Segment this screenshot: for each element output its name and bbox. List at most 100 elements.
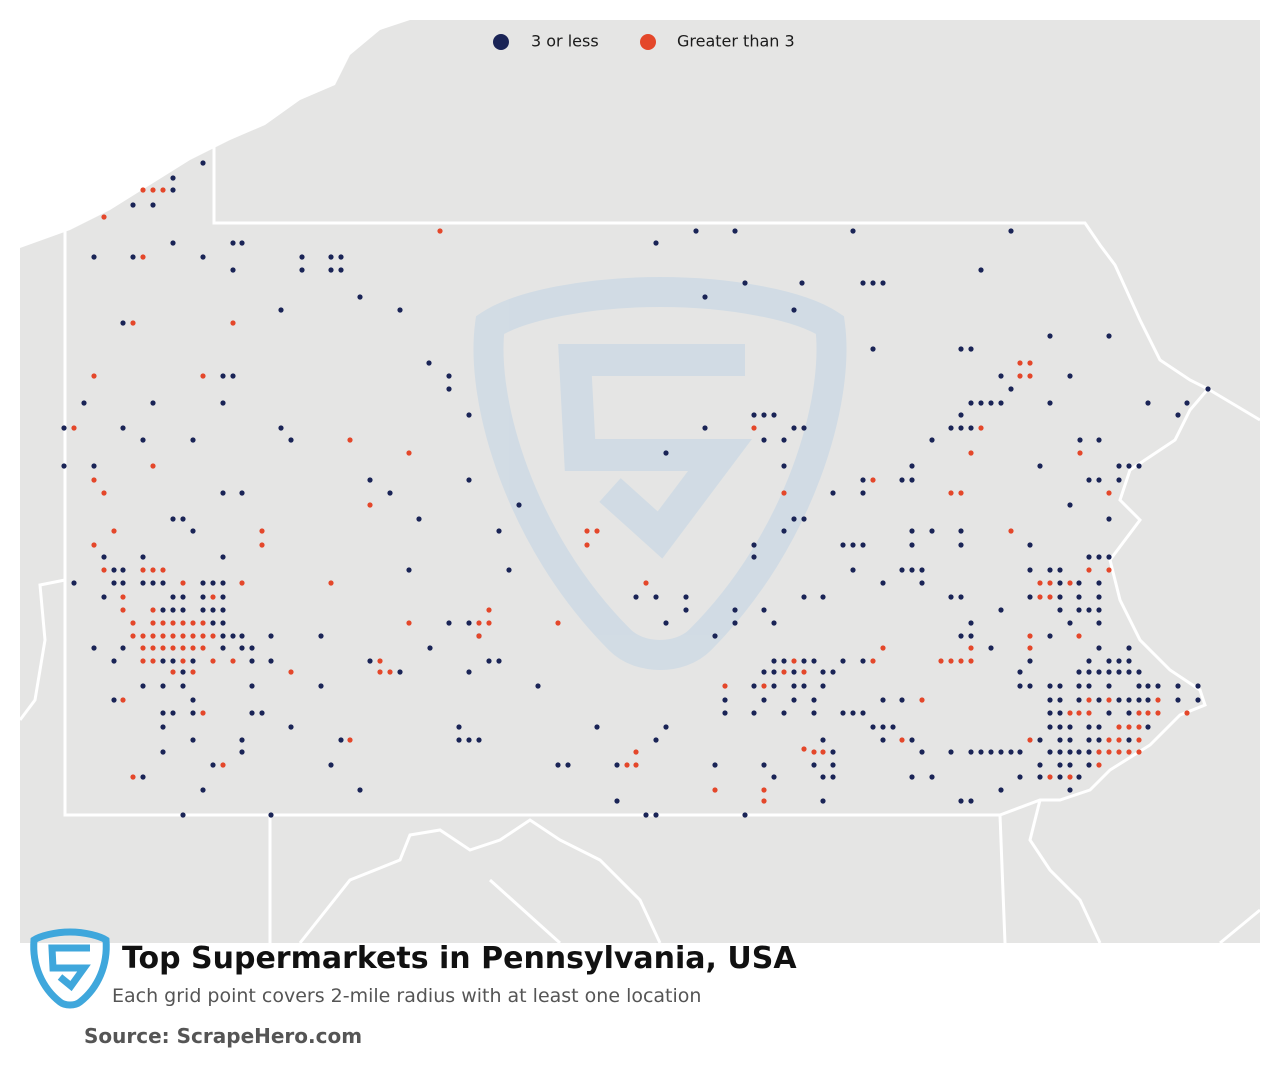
grid-point: [1047, 749, 1053, 755]
grid-point: [722, 710, 728, 716]
grid-point: [1047, 697, 1053, 703]
grid-point: [761, 607, 767, 613]
grid-point: [101, 594, 107, 600]
grid-point: [111, 567, 117, 573]
grid-point: [1136, 710, 1142, 716]
grid-point: [1145, 710, 1151, 716]
grid-point: [791, 683, 797, 689]
grid-point: [948, 490, 954, 496]
grid-point: [1057, 683, 1063, 689]
grid-point: [288, 724, 294, 730]
grid-point: [958, 528, 964, 534]
grid-point: [1067, 502, 1073, 508]
grid-point: [799, 280, 805, 286]
grid-point: [1195, 683, 1201, 689]
grid-point: [840, 710, 846, 716]
grid-point: [91, 542, 97, 548]
grid-point: [180, 658, 186, 664]
grid-point: [761, 762, 767, 768]
grid-point: [180, 620, 186, 626]
grid-point: [968, 425, 974, 431]
grid-point: [180, 645, 186, 651]
grid-point: [150, 620, 156, 626]
grid-point: [1086, 607, 1092, 613]
grid-point: [1027, 683, 1033, 689]
grid-point: [259, 542, 265, 548]
grid-point: [160, 749, 166, 755]
grid-point: [968, 658, 974, 664]
grid-point: [860, 477, 866, 483]
grid-point: [761, 669, 767, 675]
grid-point: [555, 620, 561, 626]
grid-point: [801, 594, 807, 600]
state-borders: [18, 20, 1261, 945]
grid-point: [130, 254, 136, 260]
grid-point: [830, 490, 836, 496]
grid-point: [91, 645, 97, 651]
grid-point: [377, 669, 383, 675]
grid-point: [1096, 724, 1102, 730]
grid-point: [140, 437, 146, 443]
grid-point: [958, 594, 964, 600]
grid-point: [367, 477, 373, 483]
grid-point: [111, 658, 117, 664]
grid-point: [1106, 683, 1112, 689]
grid-point: [820, 798, 826, 804]
watermark: [473, 276, 847, 670]
grid-point: [466, 412, 472, 418]
grid-point: [210, 762, 216, 768]
grid-point: [712, 633, 718, 639]
grid-point: [1008, 528, 1014, 534]
grid-point: [1096, 737, 1102, 743]
grid-point: [761, 412, 767, 418]
grid-point: [347, 737, 353, 743]
grid-point: [1017, 749, 1023, 755]
grid-point: [614, 762, 620, 768]
grid-point: [150, 400, 156, 406]
grid-point: [1086, 710, 1092, 716]
grid-point: [200, 633, 206, 639]
grid-point: [220, 633, 226, 639]
grid-point: [1096, 580, 1102, 586]
grid-point: [880, 645, 886, 651]
grid-point: [1145, 697, 1151, 703]
grid-point: [1096, 620, 1102, 626]
grid-point: [791, 658, 797, 664]
grid-point: [899, 567, 905, 573]
grid-point: [968, 346, 974, 352]
grid-point: [771, 683, 777, 689]
grid-point: [397, 307, 403, 313]
grid-point: [791, 516, 797, 522]
grid-point: [1076, 697, 1082, 703]
grid-point: [653, 594, 659, 600]
grid-point: [693, 228, 699, 234]
grid-point: [820, 749, 826, 755]
grid-point: [1008, 749, 1014, 755]
grid-point: [130, 620, 136, 626]
grid-point: [919, 567, 925, 573]
grid-point: [377, 658, 383, 664]
grid-point: [820, 683, 826, 689]
grid-point: [1096, 437, 1102, 443]
grid-point: [880, 737, 886, 743]
grid-point: [180, 812, 186, 818]
grid-point: [948, 594, 954, 600]
grid-point: [958, 798, 964, 804]
grid-point: [230, 320, 236, 326]
grid-point: [230, 373, 236, 379]
grid-point: [860, 542, 866, 548]
grid-point: [1076, 710, 1082, 716]
grid-point: [732, 620, 738, 626]
grid-point: [919, 580, 925, 586]
legend: 3 or less Greater than 3: [493, 32, 795, 51]
grid-point: [712, 762, 718, 768]
grid-point: [722, 697, 728, 703]
grid-point: [476, 737, 482, 743]
grid-point: [1145, 683, 1151, 689]
grid-point: [761, 683, 767, 689]
grid-point: [771, 658, 777, 664]
grid-point: [732, 228, 738, 234]
grid-point: [860, 280, 866, 286]
grid-point: [1096, 645, 1102, 651]
grid-point: [1126, 669, 1132, 675]
